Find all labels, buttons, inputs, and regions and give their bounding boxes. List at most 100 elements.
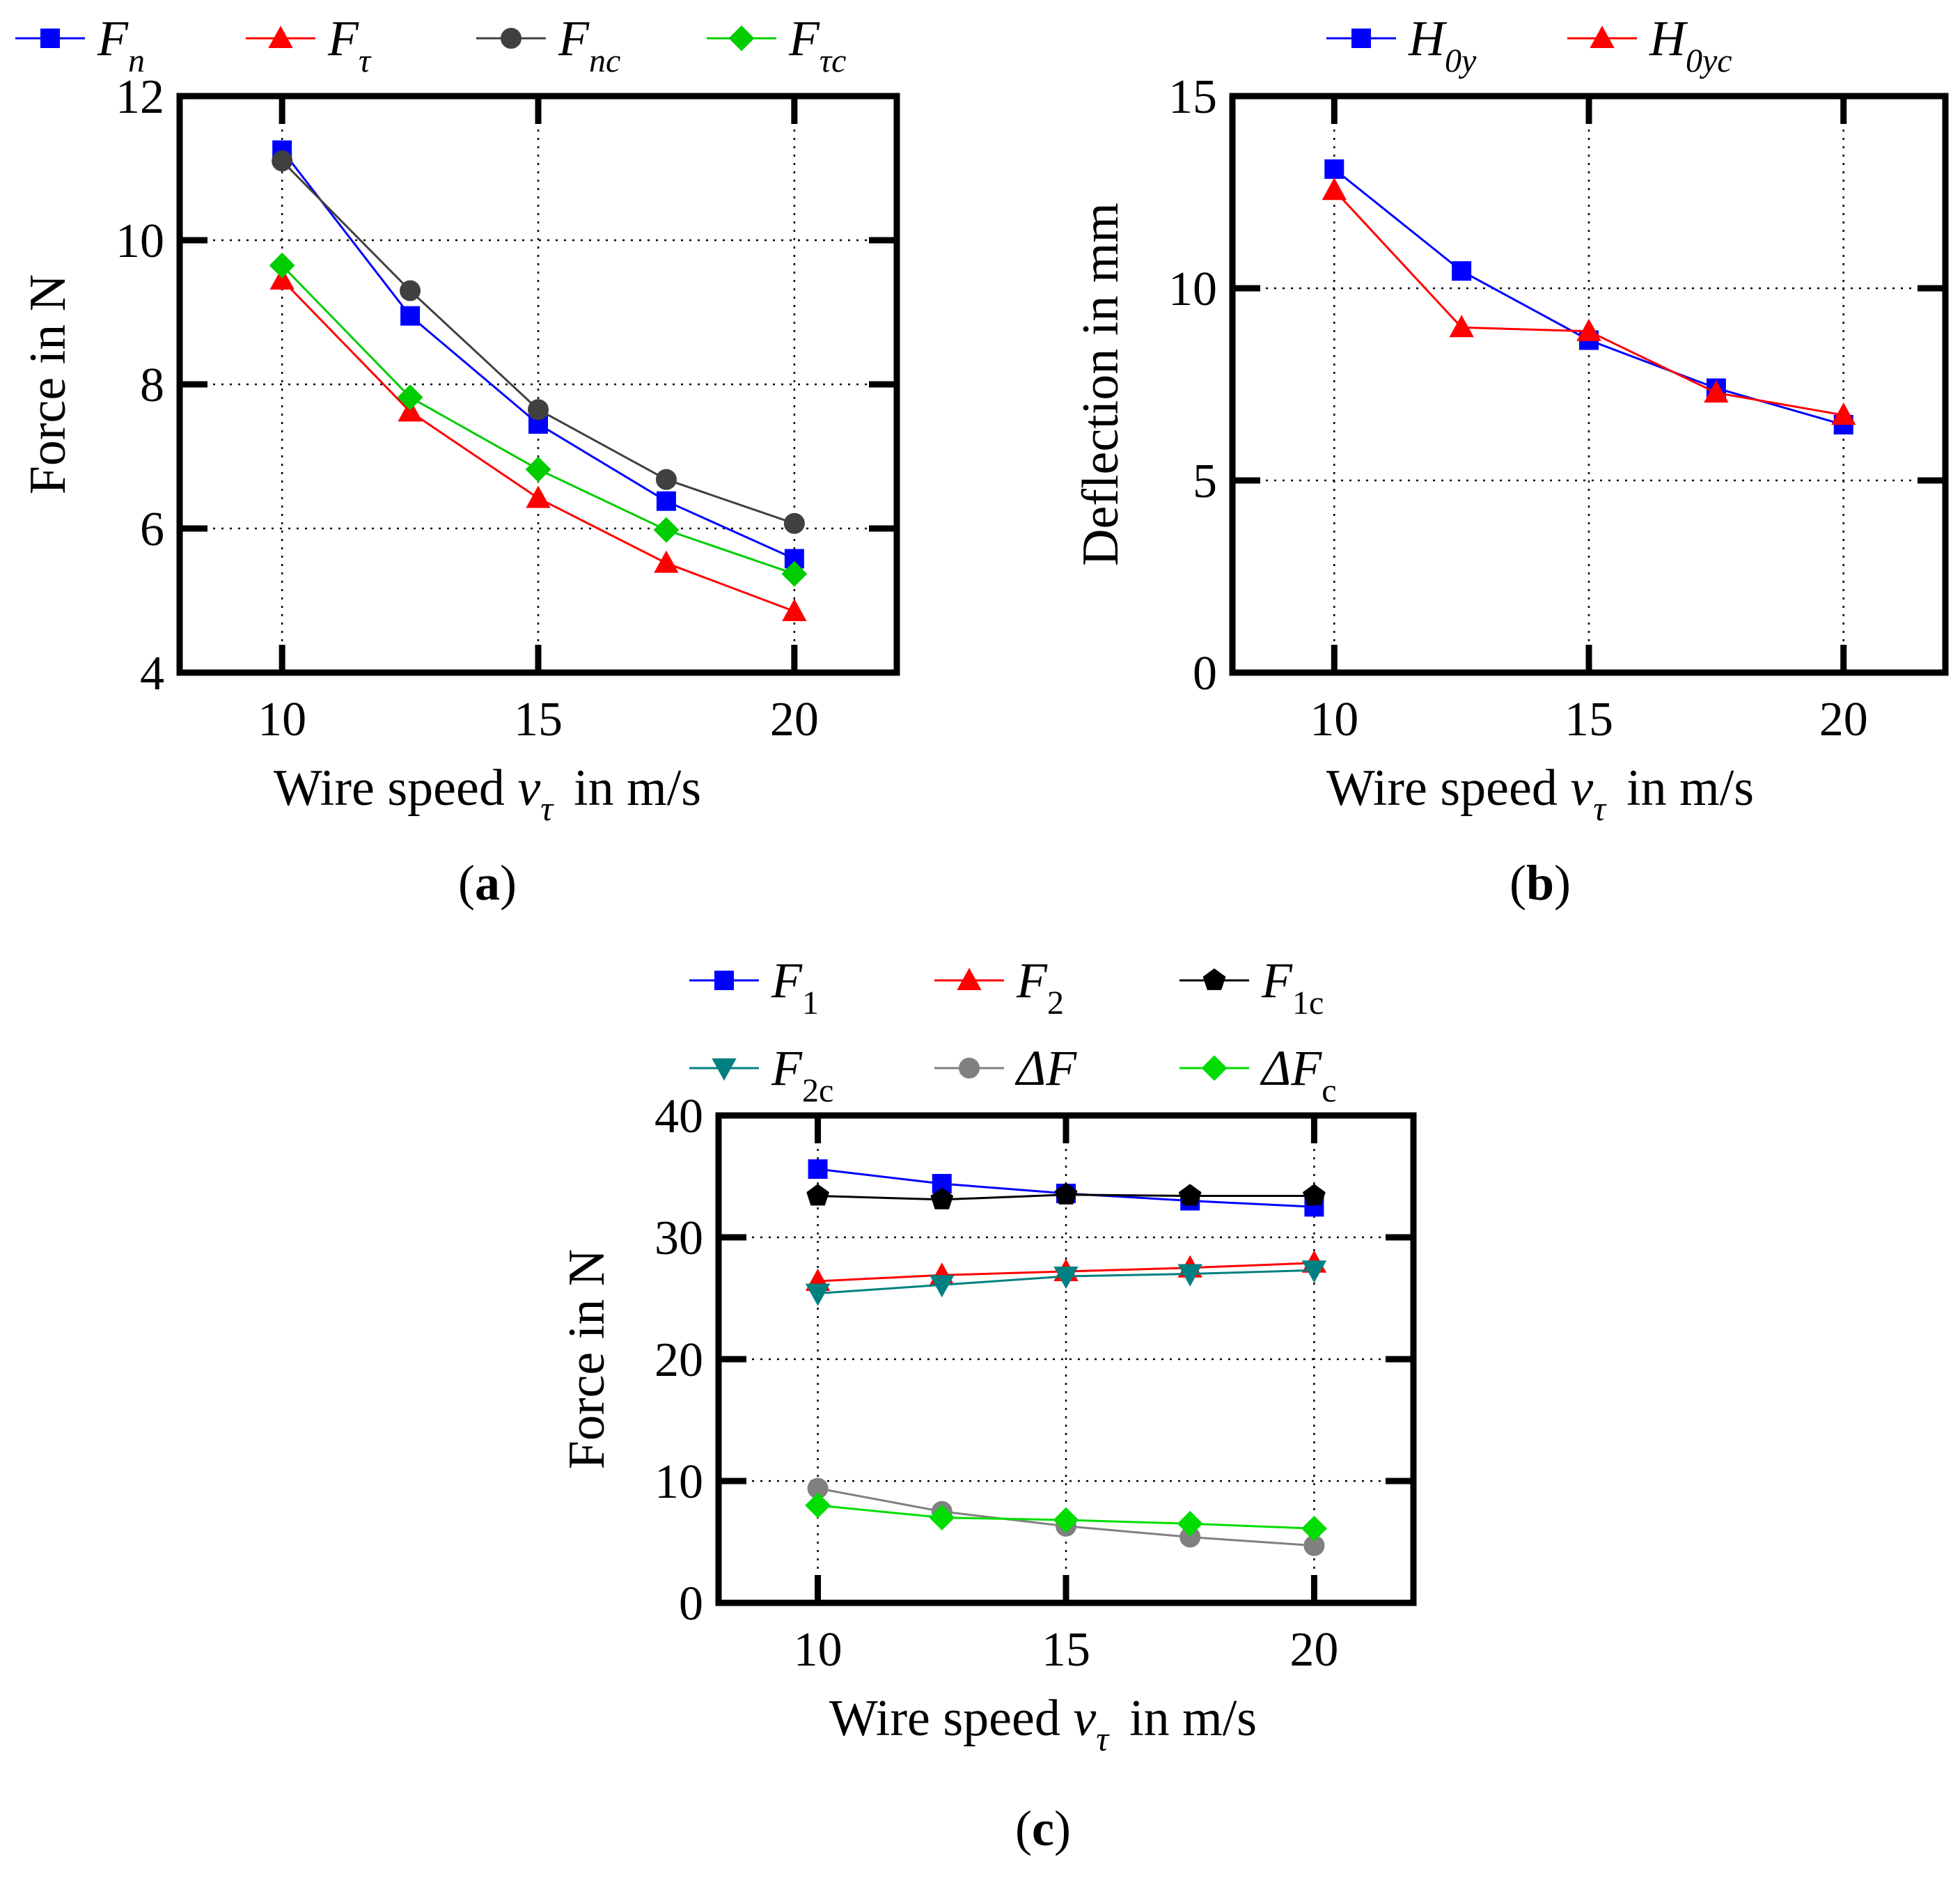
- legend: H0y H0yc: [1326, 10, 1732, 79]
- panel-label: (b): [1510, 855, 1571, 911]
- data-point-Fnc: [655, 469, 677, 490]
- data-point-Fnc: [528, 399, 549, 421]
- y-tick-label: 10: [116, 214, 164, 268]
- x-tick-label: 20: [1819, 693, 1868, 746]
- legend-label: Fτ: [327, 10, 372, 79]
- data-point-Ftc: [397, 384, 423, 411]
- legend-label: H0y: [1408, 10, 1477, 79]
- data-point-Ft: [782, 598, 807, 622]
- data-point-Ftc: [781, 561, 808, 587]
- legend-marker: [1351, 29, 1371, 48]
- x-tick-label: 15: [514, 693, 563, 746]
- legend-item-dF: ΔF: [934, 1040, 1077, 1096]
- data-point-Ftc: [525, 456, 551, 483]
- legend-label: H0yc: [1649, 10, 1732, 79]
- x-tick-label: 15: [1565, 693, 1613, 746]
- y-tick-label: 0: [679, 1577, 703, 1631]
- x-axis-label: Wire speed vτ in m/s: [829, 1690, 1257, 1758]
- legend-marker: [1590, 25, 1615, 48]
- legend-item-H0yc: H0yc: [1567, 10, 1732, 79]
- plot-frame: [1229, 93, 1949, 676]
- legend-label: F2c: [771, 1040, 833, 1109]
- data-point-Fn: [656, 491, 676, 511]
- data-point-H0yc: [1322, 178, 1347, 201]
- x-tick-label: 20: [1289, 1623, 1338, 1677]
- plot-frame: [176, 93, 900, 676]
- data-point-dFc: [1177, 1510, 1203, 1537]
- data-point-Ft: [398, 399, 423, 422]
- legend-label: F1: [771, 953, 819, 1021]
- y-axis-label: Force in N: [19, 274, 77, 495]
- legend-label: Fn: [97, 10, 145, 79]
- data-point-H0yc: [1449, 315, 1474, 338]
- data-point-F1: [808, 1159, 828, 1179]
- data-point-Ftc: [269, 252, 295, 279]
- data-point-dFc: [1053, 1507, 1079, 1533]
- legend-marker: [1202, 968, 1226, 990]
- legend: F1 F2 F1c F2c ΔF ΔFc: [689, 953, 1337, 1109]
- data-point-Fnc: [272, 150, 293, 172]
- legend-marker: [268, 25, 293, 48]
- legend-marker: [40, 29, 60, 48]
- data-point-F2c: [805, 1283, 831, 1306]
- x-tick-label: 15: [1042, 1623, 1090, 1677]
- legend-marker: [959, 1058, 980, 1079]
- y-axis-label: Force in N: [558, 1249, 616, 1470]
- y-tick-label: 4: [140, 647, 164, 700]
- legend-marker: [728, 25, 755, 52]
- legend-item-Ft: Fτ: [246, 10, 372, 79]
- y-tick-label: 30: [654, 1212, 703, 1265]
- data-point-F1c: [1054, 1182, 1078, 1205]
- data-point-F1c: [1303, 1184, 1326, 1206]
- data-point-Fnc: [783, 512, 805, 534]
- series-F1c: [806, 1182, 1326, 1209]
- y-tick-label: 0: [1193, 647, 1217, 700]
- legend-item-Fn: Fn: [15, 10, 145, 79]
- series-Ftc: [269, 252, 808, 587]
- data-point-F2c: [930, 1275, 955, 1298]
- legend-label: F2: [1016, 953, 1064, 1021]
- data-point-Ftc: [653, 517, 680, 543]
- legend-marker: [957, 967, 982, 990]
- legend-label: ΔFc: [1260, 1040, 1337, 1109]
- x-tick-label: 10: [794, 1623, 842, 1677]
- series-H0yc: [1322, 178, 1856, 425]
- data-point-F1c: [806, 1184, 829, 1206]
- y-tick-label: 6: [140, 503, 164, 556]
- data-point-H0yc: [1831, 402, 1856, 425]
- plot-frame: [715, 1112, 1417, 1606]
- chart-b: 10 15 20 0 5 10 15 Wire speed vτ in m/s Deflectio…: [1072, 10, 1949, 911]
- series-Fnc: [272, 150, 805, 534]
- legend-label: Fnc: [558, 10, 620, 79]
- legend-label: Fτc: [788, 10, 846, 79]
- data-point-Fn: [400, 306, 421, 326]
- y-tick-label: 20: [654, 1333, 703, 1387]
- data-point-H0yc: [1704, 380, 1729, 403]
- data-point-Fnc: [400, 280, 421, 301]
- legend-item-Fnc: Fnc: [476, 10, 620, 79]
- legend-marker: [714, 971, 734, 990]
- y-axis-label: Deflection in mm: [1072, 203, 1129, 566]
- data-point-F2c: [1053, 1267, 1079, 1290]
- legend-label: F1c: [1261, 953, 1324, 1021]
- legend-item-F1c: F1c: [1179, 953, 1324, 1021]
- legend-marker: [501, 28, 522, 49]
- x-axis-label: Wire speed vτ in m/s: [1326, 760, 1754, 828]
- legend: Fn Fτ Fnc Fτc: [15, 10, 846, 79]
- series-line-Ft: [281, 279, 795, 613]
- data-point-H0yc: [1576, 318, 1601, 341]
- series-F2c: [805, 1260, 1327, 1306]
- x-tick-label: 10: [258, 693, 306, 746]
- legend-item-F2: F2: [934, 953, 1064, 1021]
- data-point-Ft: [654, 550, 679, 573]
- data-point-dFc: [1301, 1515, 1327, 1542]
- data-point-Ft: [269, 267, 295, 290]
- data-point-F2c: [1301, 1260, 1327, 1283]
- chart-c: 10 15 20 0 10 20 30 40 Wire speed vτ in m/s Force …: [558, 953, 1417, 1856]
- y-tick-label: 8: [140, 359, 164, 412]
- legend-item-F1: F1: [689, 953, 819, 1021]
- data-point-H0y: [1452, 261, 1472, 281]
- x-tick-label: 10: [1310, 693, 1358, 746]
- x-axis-label: Wire speed vτ in m/s: [274, 760, 701, 828]
